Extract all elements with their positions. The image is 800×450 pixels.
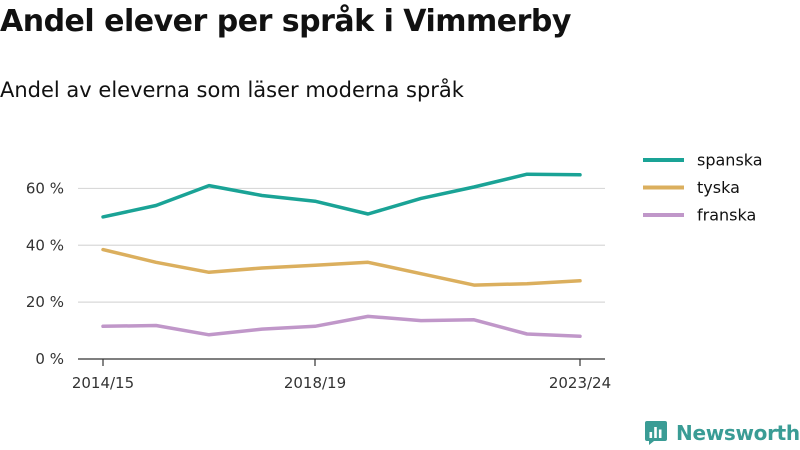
x-axis: 2014/15 2018/19 2023/24 — [72, 358, 611, 392]
x-tick-label: 2014/15 — [72, 374, 134, 392]
series-line-tyska — [101, 247, 582, 287]
legend: spanska tyska franska — [643, 151, 763, 225]
legend-label-franska: franska — [697, 206, 756, 225]
y-axis: 0 % 20 % 40 % 60 % — [26, 179, 64, 368]
gridlines — [78, 187, 605, 303]
chart-subtitle: Andel av eleverna som läser moderna språ… — [0, 78, 464, 102]
chart-title: Andel elever per språk i Vimmerby — [0, 4, 571, 39]
brand-name: Newsworthy — [676, 421, 800, 445]
series-line-spanska — [101, 172, 582, 219]
y-tick-label: 0 % — [35, 350, 64, 368]
y-tick-label: 40 % — [26, 236, 64, 254]
x-tick-label: 2023/24 — [549, 374, 611, 392]
bar-chart-logo-icon — [645, 421, 667, 445]
y-tick-label: 60 % — [26, 179, 64, 197]
series-line-franska — [101, 314, 582, 339]
legend-label-spanska: spanska — [697, 151, 763, 170]
newsworthy-brand: Newsworthy — [644, 420, 800, 446]
y-tick-label: 20 % — [26, 293, 64, 311]
series-lines — [101, 172, 582, 339]
legend-label-tyska: tyska — [697, 178, 740, 197]
x-tick-label: 2018/19 — [284, 374, 346, 392]
